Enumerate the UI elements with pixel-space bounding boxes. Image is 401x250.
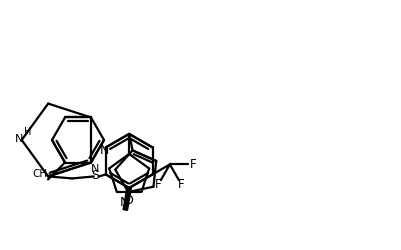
Text: N: N — [100, 144, 109, 157]
Text: CH₃: CH₃ — [32, 170, 51, 179]
Text: F: F — [155, 178, 161, 191]
Text: O: O — [123, 194, 133, 206]
Text: S: S — [91, 169, 99, 182]
Text: H: H — [24, 127, 31, 137]
Text: F: F — [189, 158, 196, 171]
Text: N: N — [14, 134, 23, 144]
Text: F: F — [178, 178, 184, 191]
Text: N: N — [119, 196, 129, 209]
Text: N: N — [91, 164, 99, 173]
